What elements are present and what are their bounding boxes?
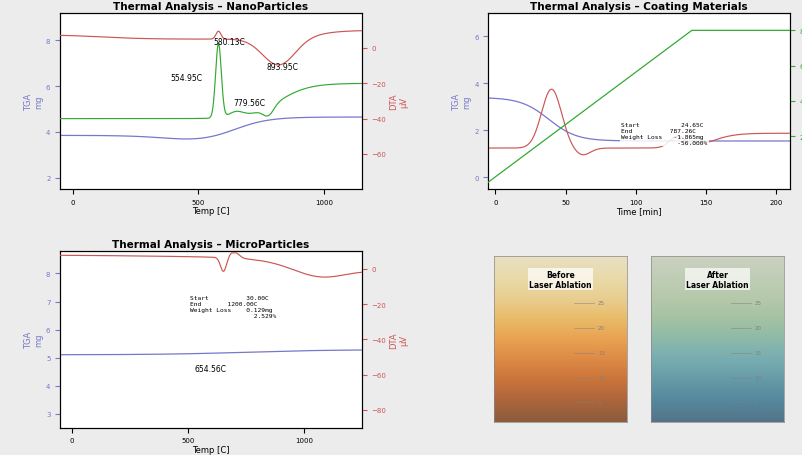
Y-axis label: TGA
mg: TGA mg xyxy=(452,93,472,111)
Text: Start           24.65C
End          787.26C
Weight Loss   -1.865mg
             : Start 24.65C End 787.26C Weight Loss -1.… xyxy=(621,123,707,145)
X-axis label: Temp [C]: Temp [C] xyxy=(192,445,229,454)
Text: 779.56C: 779.56C xyxy=(233,98,265,107)
Text: 654.56C: 654.56C xyxy=(195,364,227,373)
Title: Thermal Analysis – NanoParticles: Thermal Analysis – NanoParticles xyxy=(113,1,309,11)
Text: 554.95C: 554.95C xyxy=(171,74,203,83)
X-axis label: Temp [C]: Temp [C] xyxy=(192,207,229,216)
Y-axis label: TGA
mg: TGA mg xyxy=(24,93,43,111)
Y-axis label: TGA
mg: TGA mg xyxy=(24,331,43,348)
Title: Thermal Analysis – MicroParticles: Thermal Analysis – MicroParticles xyxy=(112,239,310,249)
Y-axis label: DTA
µV: DTA µV xyxy=(389,331,408,348)
X-axis label: Time [min]: Time [min] xyxy=(617,207,662,216)
Title: Thermal Analysis – Coating Materials: Thermal Analysis – Coating Materials xyxy=(530,1,748,11)
Y-axis label: DTA
µV: DTA µV xyxy=(389,93,408,110)
Text: 893.95C: 893.95C xyxy=(266,63,298,72)
Text: 580.13C: 580.13C xyxy=(213,38,245,47)
Text: Start          30.00C
End       1200.00C
Weight Loss    0.129mg
                : Start 30.00C End 1200.00C Weight Loss 0.… xyxy=(190,296,276,318)
